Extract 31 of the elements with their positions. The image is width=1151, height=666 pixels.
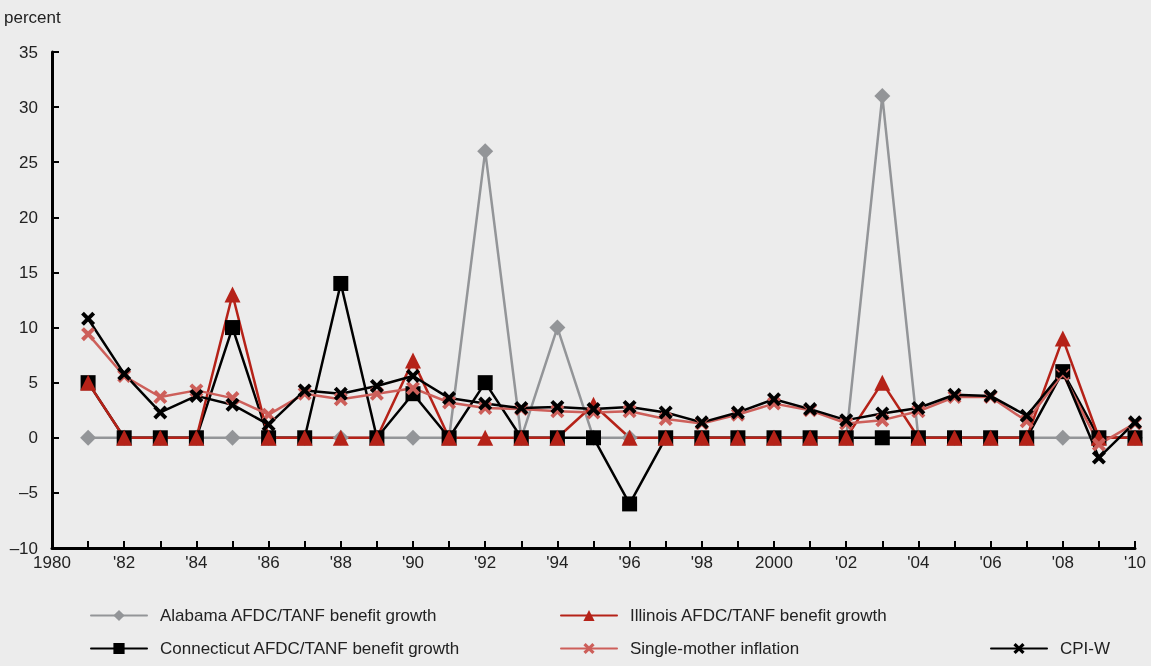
legend-label: Connecticut AFDC/TANF benefit growth bbox=[160, 639, 460, 658]
x-tick-label: '84 bbox=[185, 553, 208, 572]
x-tick-label: '94 bbox=[546, 553, 569, 572]
y-tick-label: 15 bbox=[19, 262, 38, 282]
x-tick-label: '96 bbox=[618, 553, 641, 572]
y-tick-label: 20 bbox=[19, 207, 38, 227]
x-tick-label: 2000 bbox=[755, 553, 793, 572]
y-tick-label: 35 bbox=[19, 42, 38, 62]
y-tick-label: 0 bbox=[28, 428, 38, 448]
y-tick-label: 30 bbox=[19, 97, 38, 117]
y-tick-label: 5 bbox=[28, 373, 38, 393]
legend-label: Illinois AFDC/TANF benefit growth bbox=[630, 606, 887, 625]
y-tick-label: 10 bbox=[19, 318, 38, 338]
legend-label: Single-mother inflation bbox=[630, 639, 800, 658]
x-tick-label: '06 bbox=[979, 553, 1002, 572]
x-tick-label: '92 bbox=[474, 553, 497, 572]
legend-label: Alabama AFDC/TANF benefit growth bbox=[160, 606, 437, 625]
x-tick-label: '04 bbox=[907, 553, 930, 572]
x-tick-label: 1980 bbox=[33, 553, 71, 572]
x-tick-label: '82 bbox=[113, 553, 136, 572]
x-tick-label: '98 bbox=[690, 553, 713, 572]
y-tick-label: 25 bbox=[19, 152, 38, 172]
legend-label: CPI-W bbox=[1060, 639, 1111, 658]
x-tick-label: '86 bbox=[257, 553, 280, 572]
x-tick-label: '10 bbox=[1123, 553, 1147, 572]
x-tick-label: '02 bbox=[835, 553, 858, 572]
x-tick-label: '88 bbox=[329, 553, 352, 572]
x-tick-label: '08 bbox=[1051, 553, 1074, 572]
y-tick-label: –5 bbox=[19, 483, 38, 503]
x-tick-label: '90 bbox=[401, 553, 425, 572]
y-axis-title: percent bbox=[4, 8, 61, 27]
